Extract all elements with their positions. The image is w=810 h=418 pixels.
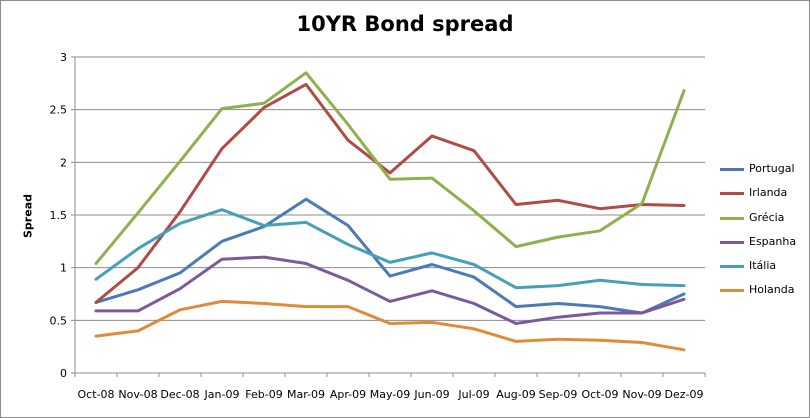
grid-lines [75,56,705,321]
legend-swatch [720,216,744,220]
legend: Portugal Irlanda Grécia Espanha Itália Holand… [716,160,806,306]
x-tick-label: Sep-09 [539,388,578,401]
legend-item: Itália [716,257,806,281]
x-tick-label: May-09 [370,388,411,401]
x-tick-label: Nov-09 [622,388,661,401]
y-tick-label: 1.5 [50,209,68,222]
legend-label: Grécia [749,210,785,224]
x-tick-label: Dec-08 [160,388,199,401]
x-tick-label: Feb-09 [245,388,282,401]
series-lines [94,71,686,352]
x-tick-label: Jun-09 [413,388,449,401]
x-tick-label: Jul-09 [457,388,489,401]
legend-swatch [720,192,744,196]
legend-swatch [720,168,744,171]
y-tick-label: 0 [60,367,67,380]
legend-item: Grécia [716,209,806,233]
tick-labels: 0 0.5 1 1.5 2 2.5 3 Oct-08 Nov-08 Dec-08 Jan-09 Feb… [50,51,704,401]
legend-swatch [720,289,744,293]
y-tick-label: 2 [60,156,67,169]
x-tick-label: Mar-09 [287,388,325,401]
y-tick-label: 0.5 [50,314,68,327]
series-line-espanha [94,255,686,325]
legend-label: Itália [749,259,777,273]
legend-label: Irlanda [749,186,788,200]
y-tick-label: 1 [60,262,67,275]
series-line-holanda [94,299,686,352]
legend-label: Espanha [749,234,797,248]
legend-item: Irlanda [716,184,806,208]
x-tick-label: Dez-09 [665,388,704,401]
legend-item: Espanha [716,233,806,257]
x-tick-label: Aug-09 [496,388,535,401]
legend-label: Portugal [749,162,795,175]
x-tick-label: Oct-08 [78,388,115,401]
y-tick-label: 2.5 [50,104,68,117]
x-tick-label: Apr-09 [330,388,366,401]
axes [71,56,706,377]
series-line-portugal [94,197,686,315]
x-tick-label: Nov-08 [118,388,157,401]
legend-label: Holanda [749,283,795,297]
series-line-grecia [94,71,686,265]
legend-swatch [720,265,744,269]
series-line-irlanda [94,82,686,304]
legend-item: Holanda [716,281,806,305]
x-tick-label: Jan-09 [204,388,240,401]
chart-title: 10YR Bond spread [296,12,514,36]
y-tick-label: 3 [60,51,67,64]
legend-item: Portugal [716,160,806,184]
legend-swatch [720,240,744,244]
x-tick-label: Oct-09 [582,388,619,401]
series-line-italia [94,208,686,290]
